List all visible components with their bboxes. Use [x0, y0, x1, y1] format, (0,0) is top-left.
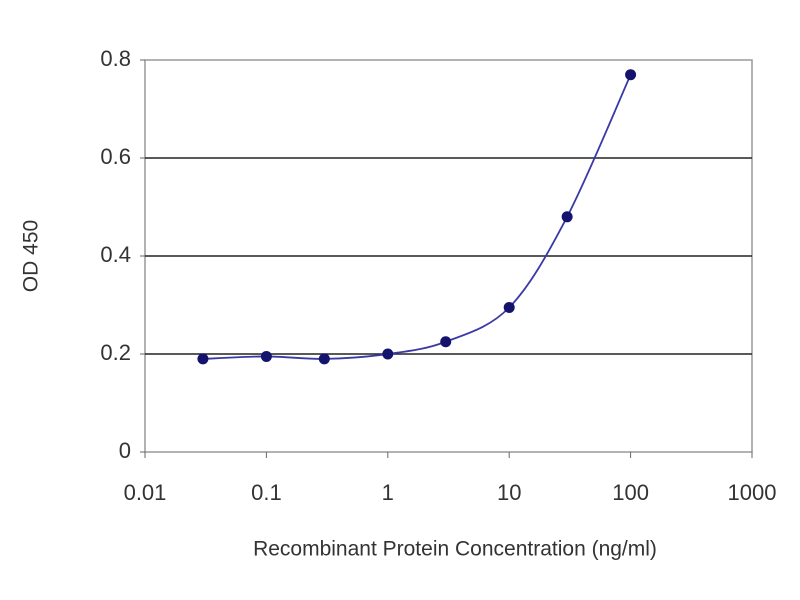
y-axis-label: OD 450: [20, 220, 43, 292]
data-point: [318, 353, 330, 365]
y-tick-label: 0.4: [100, 242, 131, 267]
data-point: [260, 350, 272, 362]
y-tick-label: 0.8: [100, 46, 131, 71]
x-axis-label: Recombinant Protein Concentration (ng/ml…: [253, 538, 657, 561]
x-tick-label: 10: [497, 480, 521, 505]
data-point: [561, 211, 573, 223]
data-point: [197, 353, 209, 365]
y-tick-label: 0.2: [100, 340, 131, 365]
data-point: [625, 69, 637, 81]
y-tick-label: 0.6: [100, 144, 131, 169]
data-point: [503, 301, 515, 313]
x-tick-label: 0.1: [251, 480, 282, 505]
data-point: [440, 336, 452, 348]
data-point: [382, 348, 394, 360]
x-tick-label: 100: [612, 480, 649, 505]
x-tick-label: 1000: [728, 480, 777, 505]
x-tick-label: 0.01: [124, 480, 167, 505]
y-tick-label: 0: [119, 438, 131, 463]
x-tick-label: 1: [382, 480, 394, 505]
